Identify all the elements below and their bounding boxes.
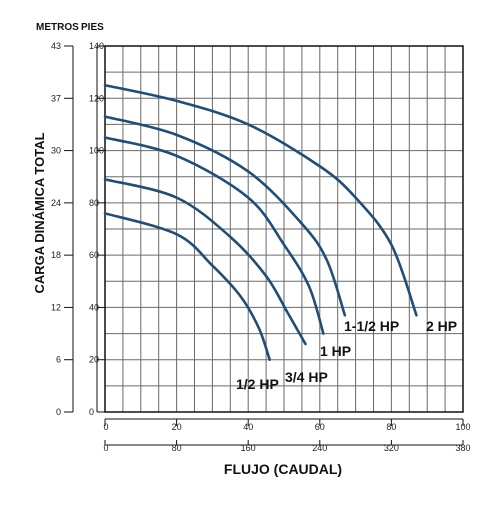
series-label-2-hp: 2 HP <box>426 318 457 334</box>
tick-layer: 0020640126018802410030120371404300208040… <box>51 41 471 453</box>
series-line-1-1-2-hp <box>103 115 347 317</box>
series-label-1-1-2-hp: 1-1/2 HP <box>344 318 399 334</box>
series-label-1-2-hp: 1/2 HP <box>236 376 279 392</box>
y-axis-title: CARGA DINÁMICA TOTAL <box>32 132 47 293</box>
x-tick-label-bottom: 0 <box>103 443 108 453</box>
x-tick-label-top: 100 <box>455 422 470 432</box>
y-tick-label-metros: 43 <box>51 41 61 51</box>
x-tick-label-bottom: 80 <box>172 443 182 453</box>
x-tick-label-top: 0 <box>103 422 108 432</box>
y-tick-label-pies: 20 <box>89 355 99 365</box>
y-tick-label-pies: 40 <box>89 302 99 312</box>
series-line-1-2-hp <box>103 212 271 362</box>
y-tick-label-metros: 30 <box>51 146 61 156</box>
x-tick-label-top: 20 <box>172 422 182 432</box>
y-tick-label-metros: 0 <box>56 407 61 417</box>
series-layer: 2 HP 1-1/2 HP 1 HP 3/4 HP 1/2 HP <box>103 83 457 392</box>
series-line-3-4-hp <box>103 178 307 346</box>
y-tick-label-metros: 24 <box>51 198 61 208</box>
y-tick-label-metros: 12 <box>51 302 61 312</box>
y-tick-label-pies: 60 <box>89 250 99 260</box>
y-tick-label-metros: 37 <box>51 93 61 103</box>
x-tick-label-bottom: 380 <box>455 443 470 453</box>
x-tick-label-top: 60 <box>315 422 325 432</box>
series-label-3-4-hp: 3/4 HP <box>285 369 328 385</box>
y-tick-label-pies: 80 <box>89 198 99 208</box>
x-tick-label-bottom: 320 <box>384 443 399 453</box>
y-tick-label-pies: 0 <box>89 407 94 417</box>
y-tick-label-metros: 18 <box>51 250 61 260</box>
x-tick-label-top: 40 <box>243 422 253 432</box>
x-tick-label-top: 80 <box>386 422 396 432</box>
x-tick-label-bottom: 240 <box>312 443 327 453</box>
y-tick-label-metros: 6 <box>56 355 61 365</box>
x-tick-label-bottom: 160 <box>241 443 256 453</box>
x-axis-title: FLUJO (CAUDAL) <box>224 461 342 477</box>
series-label-1-hp: 1 HP <box>320 343 351 359</box>
series-line-2-hp <box>103 83 418 317</box>
grid <box>105 46 463 412</box>
y-unit-right-label: PIES <box>81 22 104 33</box>
plot-frame <box>104 45 464 413</box>
series-line-1-hp <box>103 136 325 335</box>
y-unit-left-label: METROS <box>36 22 79 33</box>
